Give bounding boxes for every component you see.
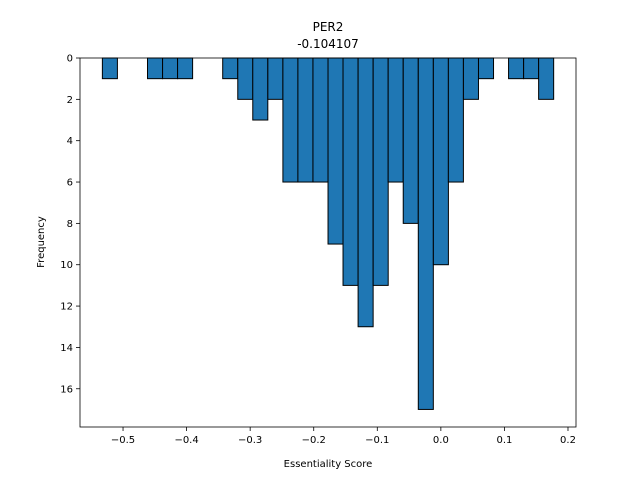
x-tick-label: −0.1 [365,435,389,446]
histogram-bar [267,57,284,100]
histogram-bar [417,57,434,410]
x-tick-label: 0.1 [496,435,512,446]
histogram-bar [147,57,164,80]
x-axis-label: Essentiality Score [284,459,373,470]
histogram-bar [342,57,359,286]
histogram-bar [372,57,389,286]
histogram-bar [312,57,329,183]
x-tick-label: 0.2 [560,435,576,446]
histogram-bar [101,57,118,80]
y-tick-label: 0 [67,54,73,65]
y-tick-label: 8 [67,219,73,230]
histogram-bar [462,57,479,100]
histogram-bar [477,57,495,80]
histogram-bar [282,57,299,183]
x-tick-label: −0.3 [238,435,262,446]
histogram-bar [177,57,194,80]
y-tick-label: 2 [67,95,73,106]
y-tick-label: 6 [67,178,73,189]
chart-subtitle: -0.104107 [297,37,359,51]
y-tick-label: 10 [60,260,73,271]
plot-frame [79,57,577,428]
y-tick-label: 14 [60,343,73,354]
y-axis-label: Frequency [36,216,47,268]
histogram-bar [432,57,449,266]
histogram-bar [357,57,374,328]
histogram-bar [508,57,525,80]
x-tick-label: −0.4 [174,435,198,446]
x-axis-ticks: −0.5 −0.4 −0.3 −0.2 −0.1 0.0 0.1 0.2 [111,427,576,446]
bars-group [101,57,555,410]
histogram-bar [162,57,179,80]
histogram-bar [252,57,269,121]
x-tick-label: 0.0 [433,435,449,446]
histogram-bar [402,57,419,224]
y-tick-label: 16 [60,384,73,395]
histogram-bar [222,57,239,80]
x-tick-label: −0.5 [111,435,135,446]
histogram-bar [447,57,464,183]
y-tick-label: 12 [60,302,73,313]
histogram-bar [327,57,344,245]
y-axis-ticks: 0 2 4 6 8 10 12 14 16 [60,54,80,395]
histogram-bar [523,57,540,80]
x-tick-label: −0.2 [302,435,326,446]
chart-title: PER2 [313,20,344,34]
y-tick-label: 4 [67,136,73,147]
histogram-bar [538,57,555,100]
histogram-bar [297,57,314,183]
histogram-bar [387,57,404,183]
histogram-bar [237,57,254,100]
